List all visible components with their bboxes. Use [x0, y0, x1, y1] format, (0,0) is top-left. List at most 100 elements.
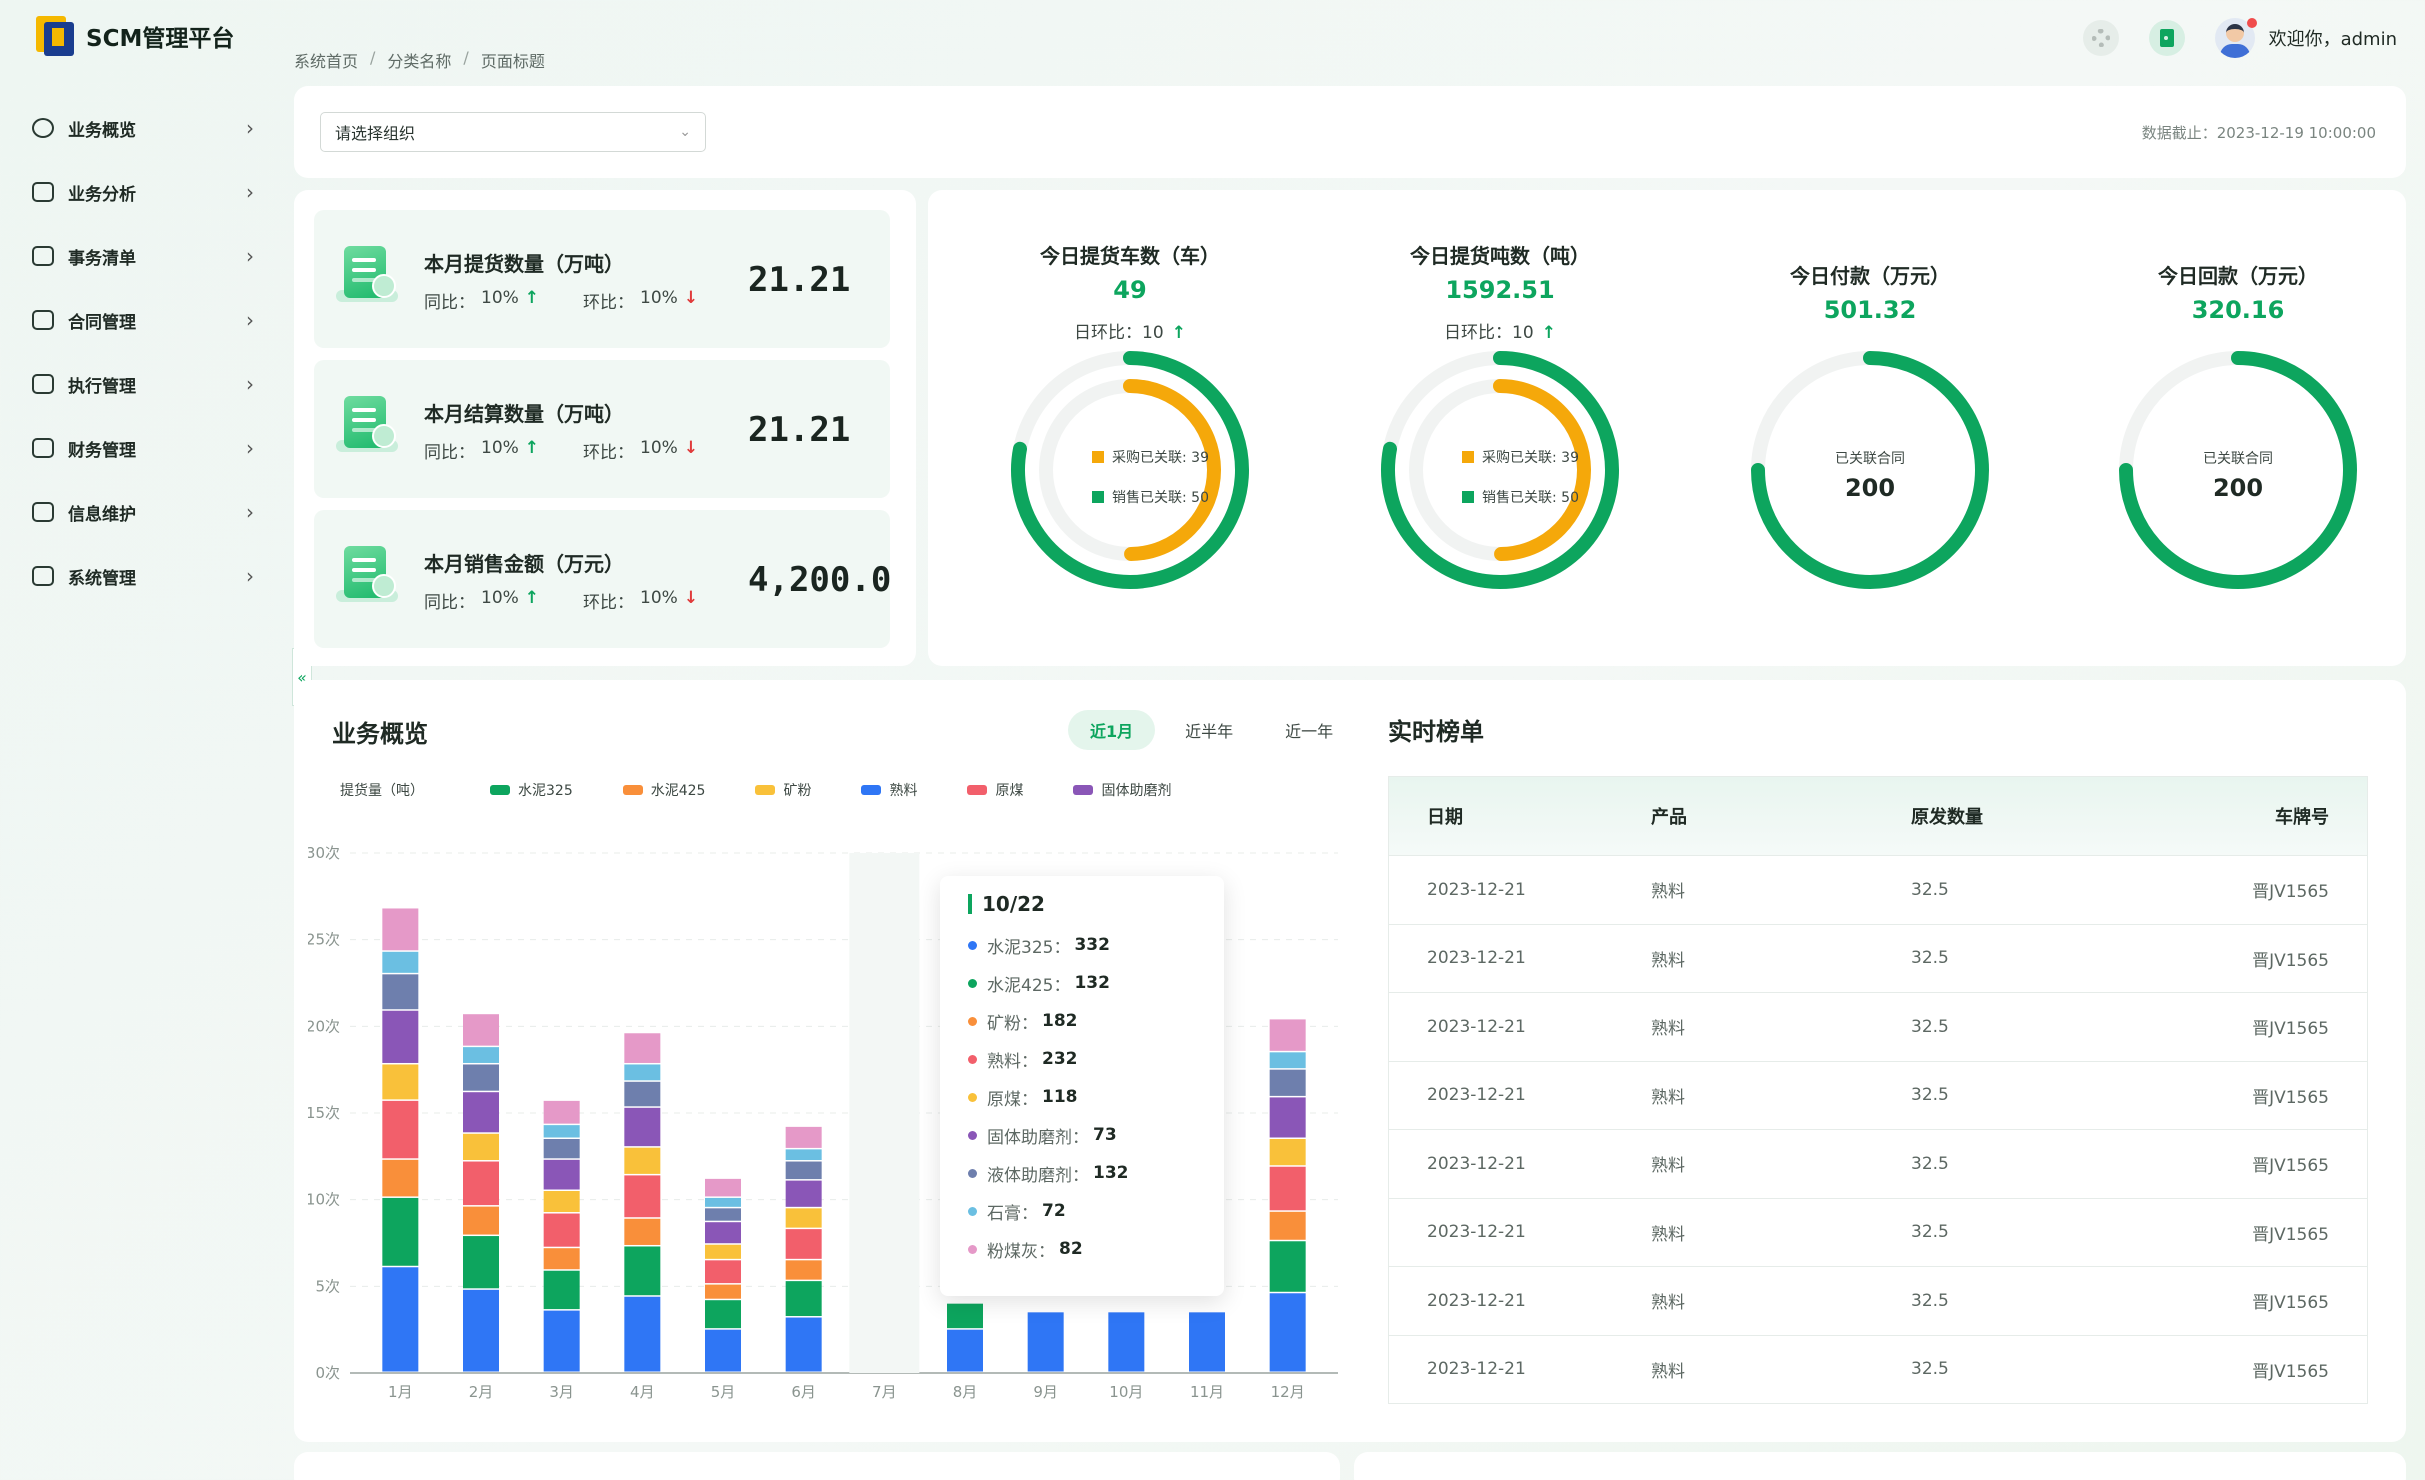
table-row[interactable]: 2023-12-21 熟料 32.5 晋JV1565 [1389, 855, 2367, 924]
legend-label: 采购已关联: 39 [1482, 450, 1579, 466]
breadcrumb-separator: / [463, 48, 469, 67]
bar-segment [705, 1300, 741, 1329]
org-select[interactable]: 请选择组织 ⌄ [320, 112, 706, 152]
bar-segment [785, 1180, 822, 1207]
data-cutoff-date: 数据截止：2023-12-19 10:00:00 [2141, 124, 2376, 142]
x-tick-label: 12月 [1271, 1383, 1305, 1401]
chevron-right-icon: › [246, 244, 254, 268]
legend-item[interactable]: 原煤 [967, 780, 1023, 800]
logout-button[interactable] [2148, 20, 2185, 56]
legend-item[interactable]: 熟料 [861, 780, 917, 800]
tooltip-value: 132 [1093, 1163, 1129, 1183]
settings-button[interactable] [2082, 20, 2119, 56]
legend-item[interactable]: 固体助磨剂 [1073, 780, 1171, 800]
sidebar-item-6[interactable]: 信息维护 › [28, 480, 258, 544]
overview-panel: 业务概览 近1月 近半年 近一年 0次 5次 10次 15次 20次 25次 30次 1月 2月 3月… [294, 680, 2406, 1442]
x-tick-label: 3月 [549, 1383, 574, 1401]
tooltip-dot [968, 1168, 977, 1178]
donut-ring [1011, 351, 1249, 589]
breadcrumb-category[interactable]: 分类名称 [387, 52, 452, 71]
ranking-table-header: 日期 产品 原发数量 车牌号 [1389, 777, 2367, 855]
sidebar-item-1[interactable]: 业务分析 › [28, 160, 258, 224]
bar-segment [543, 1191, 580, 1213]
bar-segment [624, 1218, 661, 1245]
gauge-cmp-label: 日环比： [1444, 323, 1513, 343]
sidebar-item-5[interactable]: 财务管理 › [28, 416, 258, 480]
legend-item[interactable]: 矿粉 [755, 780, 811, 800]
table-cell: 2023-12-21 [1427, 1153, 1526, 1174]
bar-segment [382, 951, 419, 973]
table-cell: 2023-12-21 [1427, 948, 1526, 969]
legend-swatch [1092, 491, 1104, 503]
bar-segment [382, 1197, 419, 1266]
sidebar-item-7[interactable]: 系统管理 › [28, 544, 258, 608]
avatar-wrapper [2214, 18, 2257, 58]
kpi-panel: 本月提货数量（万吨） 同比： 10% ↑ 环比： 10% ↓ 21.21 本月结算数量（万吨）同… [294, 190, 916, 666]
table-row[interactable]: 2023-12-21 熟料 32.5 晋JV1565 [1389, 1266, 2367, 1335]
sidebar-item-2[interactable]: 事务清单 › [28, 224, 258, 288]
table-cell: 2023-12-21 [1427, 1290, 1526, 1311]
app-logo[interactable]: SCM管理平台 [36, 14, 234, 58]
kpi-card: 本月销售金额（万元） 同比： 10% ↑ 环比： 10% ↓ 4,200.0 [314, 510, 891, 648]
gauge-comparison: 日环比：10 ↑ [1340, 318, 1660, 343]
table-row[interactable]: 2023-12-21 熟料 32.5 晋JV1565 [1389, 1197, 2367, 1267]
table-cell: 32.5 [1911, 1085, 1949, 1106]
sidebar-item-label: 系统管理 [68, 568, 136, 589]
tooltip-label: 水泥325： [987, 937, 1071, 958]
table-row[interactable]: 2023-12-21 熟料 32.5 晋JV1565 [1389, 923, 2367, 993]
overview-title: 业务概览 [332, 720, 428, 748]
bar-segment [382, 974, 419, 1010]
today-stats-panel: 今日提货车数（车） 49 日环比：10 ↑ 采购已关联: 39 销售已关联: 50 今日提货… [928, 190, 2406, 666]
tooltip-row: 水泥325： 332 [968, 926, 1196, 964]
range-tab-2[interactable]: 近一年 [1285, 722, 1334, 741]
bar-segment [705, 1244, 741, 1259]
sidebar-item-4[interactable]: 执行管理 › [28, 352, 258, 416]
org-select-placeholder: 请选择组织 [335, 124, 416, 143]
sidebar-item-0[interactable]: 业务概览 › [28, 96, 258, 160]
bar-segment [624, 1296, 661, 1372]
tooltip-row: 矿粉： 182 [968, 1002, 1196, 1040]
table-row[interactable]: 2023-12-21 熟料 32.5 晋JV1565 [1389, 1060, 2367, 1130]
tooltip-label: 粉煤灰： [987, 1241, 1055, 1262]
range-tab-0[interactable]: 近1月 [1068, 710, 1156, 750]
sidebar-item-3[interactable]: 合同管理 › [28, 288, 258, 352]
arrow-up-icon: ↑ [1541, 323, 1556, 343]
table-row[interactable]: 2023-12-21 熟料 32.5 晋JV1565 [1389, 1334, 2367, 1404]
chart-tooltip: 10/22 水泥325： 332 水泥425： 132 矿粉： 182 熟料： 232 原煤： 1… [940, 876, 1224, 1296]
y-tick-label: 0次 [315, 1364, 340, 1382]
tooltip-dot [968, 1206, 977, 1216]
ranking-title: 实时榜单 [1388, 718, 1484, 746]
kpi-mom-label: 环比： [583, 593, 635, 613]
bar-segment [624, 1064, 661, 1081]
kpi-comparison: 同比： 10% ↑ 环比： 10% ↓ [424, 438, 698, 463]
table-cell: 32.5 [1911, 1153, 1949, 1174]
ring-arc [2119, 351, 2357, 589]
tooltip-row: 水泥425： 132 [968, 964, 1196, 1002]
bar-segment [785, 1281, 822, 1317]
table-cell: 2023-12-21 [1427, 879, 1526, 900]
table-cell: 晋JV1565 [2252, 1087, 2329, 1108]
today-gauge: 今日回款（万元） 320.16 已关联合同 200 [2078, 190, 2398, 666]
bar-segment [463, 1206, 499, 1235]
gauge-comparison: 日环比：10 ↑ [970, 318, 1290, 343]
tooltip-value: 118 [1042, 1087, 1078, 1107]
breadcrumb-home[interactable]: 系统首页 [294, 52, 359, 71]
x-tick-label: 9月 [1033, 1383, 1058, 1401]
legend-item[interactable]: 水泥325 [490, 780, 573, 800]
table-cell: 晋JV1565 [2252, 1019, 2329, 1040]
sidebar-menu: 业务概览 › 业务分析 › 事务清单 › 合同管理 › 执行管理 › 财务管理 › 信息维护 › 系统管理 › [28, 96, 258, 608]
user-menu[interactable]: 欢迎你，admin [2214, 18, 2397, 58]
arrow-down-icon: ↓ [683, 288, 699, 308]
legend-item[interactable]: 水泥425 [622, 780, 705, 800]
bar-segment [705, 1329, 741, 1372]
bar-segment [463, 1092, 499, 1133]
kpi-yoy-value: 10% [481, 438, 519, 458]
table-row[interactable]: 2023-12-21 熟料 32.5 晋JV1565 [1389, 1129, 2367, 1198]
range-tab-1[interactable]: 近半年 [1185, 722, 1234, 741]
table-row[interactable]: 2023-12-21 熟料 32.5 晋JV1565 [1389, 992, 2367, 1061]
tooltip-label: 固体助磨剂： [987, 1127, 1089, 1148]
tooltip-row: 固体助磨剂： 73 [968, 1116, 1196, 1154]
bar-segment [1269, 1293, 1306, 1372]
document-icon [336, 546, 402, 608]
tooltip-label: 水泥425： [987, 975, 1071, 996]
